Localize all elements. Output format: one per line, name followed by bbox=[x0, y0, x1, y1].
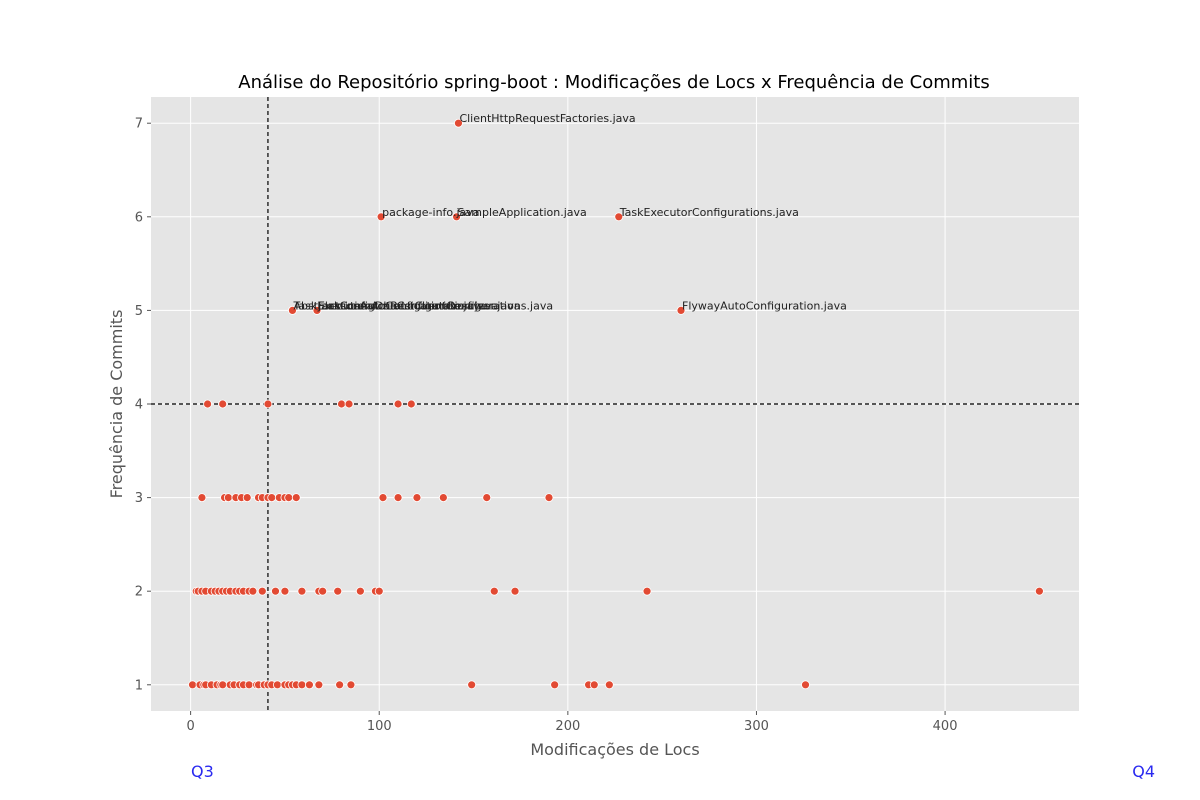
data-point bbox=[203, 399, 212, 409]
data-point bbox=[297, 586, 307, 596]
point-label: FlywayAutoConfiguration.java bbox=[682, 299, 847, 312]
data-point bbox=[288, 306, 297, 315]
data-point bbox=[489, 586, 499, 596]
data-point bbox=[271, 586, 280, 596]
data-point bbox=[614, 212, 624, 222]
data-point bbox=[272, 680, 282, 690]
x-tick-label: 300 bbox=[744, 719, 769, 734]
data-point bbox=[1034, 586, 1044, 596]
y-tick-label: 1 bbox=[135, 678, 143, 693]
data-point bbox=[280, 586, 290, 596]
data-point bbox=[544, 493, 554, 502]
point-label: JacksonAutoConfiguration.java bbox=[317, 299, 487, 312]
point-label: ElasticsearchRestClientConfigurations.ja… bbox=[318, 299, 553, 312]
data-point bbox=[452, 212, 461, 222]
data-point bbox=[297, 680, 307, 690]
data-point bbox=[248, 586, 258, 596]
data-point bbox=[242, 493, 252, 502]
x-tick-label: 200 bbox=[555, 719, 580, 734]
y-axis-label: Frequência de Commits bbox=[107, 310, 126, 499]
y-tick-label: 2 bbox=[135, 585, 143, 600]
x-axis-label: Modificações de Locs bbox=[530, 740, 699, 759]
y-tick-label: 4 bbox=[135, 398, 143, 413]
data-point bbox=[376, 212, 386, 222]
data-point bbox=[333, 586, 343, 596]
data-point bbox=[642, 586, 652, 596]
data-point bbox=[312, 306, 322, 315]
data-point bbox=[263, 399, 273, 409]
data-point bbox=[257, 586, 267, 596]
data-point bbox=[344, 399, 354, 409]
data-point bbox=[335, 680, 345, 690]
data-point bbox=[218, 399, 228, 409]
data-point bbox=[318, 586, 328, 596]
point-label: package-info.java bbox=[382, 206, 479, 219]
y-tick-label: 5 bbox=[135, 304, 143, 319]
data-point bbox=[346, 680, 356, 690]
x-tick-label: 0 bbox=[186, 719, 194, 734]
data-point bbox=[374, 586, 384, 596]
data-point bbox=[412, 493, 422, 502]
y-axis-ticks: 1 2 3 4 5 6 7 bbox=[135, 117, 151, 693]
y-tick-label: 3 bbox=[135, 491, 143, 506]
data-point bbox=[223, 493, 233, 502]
data-point bbox=[244, 680, 254, 690]
y-tick-label: 6 bbox=[135, 210, 143, 225]
data-point bbox=[604, 680, 614, 690]
data-point bbox=[406, 399, 416, 409]
data-point bbox=[305, 680, 314, 690]
data-point bbox=[267, 493, 277, 502]
point-label: ClientHttpRequestFactories.java bbox=[459, 112, 635, 125]
data-point bbox=[438, 493, 448, 502]
data-point bbox=[393, 493, 403, 502]
data-point bbox=[482, 493, 492, 502]
data-point bbox=[284, 493, 294, 502]
data-point bbox=[197, 493, 207, 502]
data-point bbox=[355, 586, 365, 596]
x-tick-label: 100 bbox=[367, 719, 392, 734]
data-point bbox=[337, 399, 346, 409]
point-label: TaskExecutionAutoConfiguration.java bbox=[292, 299, 497, 312]
point-label: AbstractConfigDataLocationResolver.java bbox=[293, 299, 520, 312]
reference-lines bbox=[151, 97, 1079, 711]
quadrant-label-q3: Q3 bbox=[191, 762, 214, 781]
data-points bbox=[188, 118, 1044, 690]
x-tick-label: 400 bbox=[933, 719, 958, 734]
point-label: SampleApplication.java bbox=[458, 206, 587, 219]
data-point bbox=[393, 399, 403, 409]
data-point bbox=[676, 306, 686, 315]
data-point bbox=[510, 586, 520, 596]
point-labels: ClientHttpRequestFactories.java package-i… bbox=[292, 112, 846, 312]
data-point bbox=[378, 493, 388, 502]
data-point bbox=[291, 493, 301, 502]
data-point bbox=[314, 680, 324, 690]
chart-title: Análise do Repositório spring-boot : Mod… bbox=[238, 72, 989, 93]
data-point bbox=[467, 680, 477, 690]
quadrant-label-q4: Q4 bbox=[1132, 762, 1155, 781]
data-point bbox=[589, 680, 599, 690]
data-point bbox=[550, 680, 560, 690]
point-label: TaskExecutorConfigurations.java bbox=[619, 206, 799, 219]
data-point bbox=[188, 680, 197, 690]
data-point bbox=[218, 680, 228, 690]
data-point bbox=[454, 118, 463, 128]
data-point bbox=[801, 680, 810, 690]
x-axis-ticks: 0 100 200 300 400 bbox=[186, 711, 957, 734]
y-tick-label: 7 bbox=[135, 117, 143, 132]
